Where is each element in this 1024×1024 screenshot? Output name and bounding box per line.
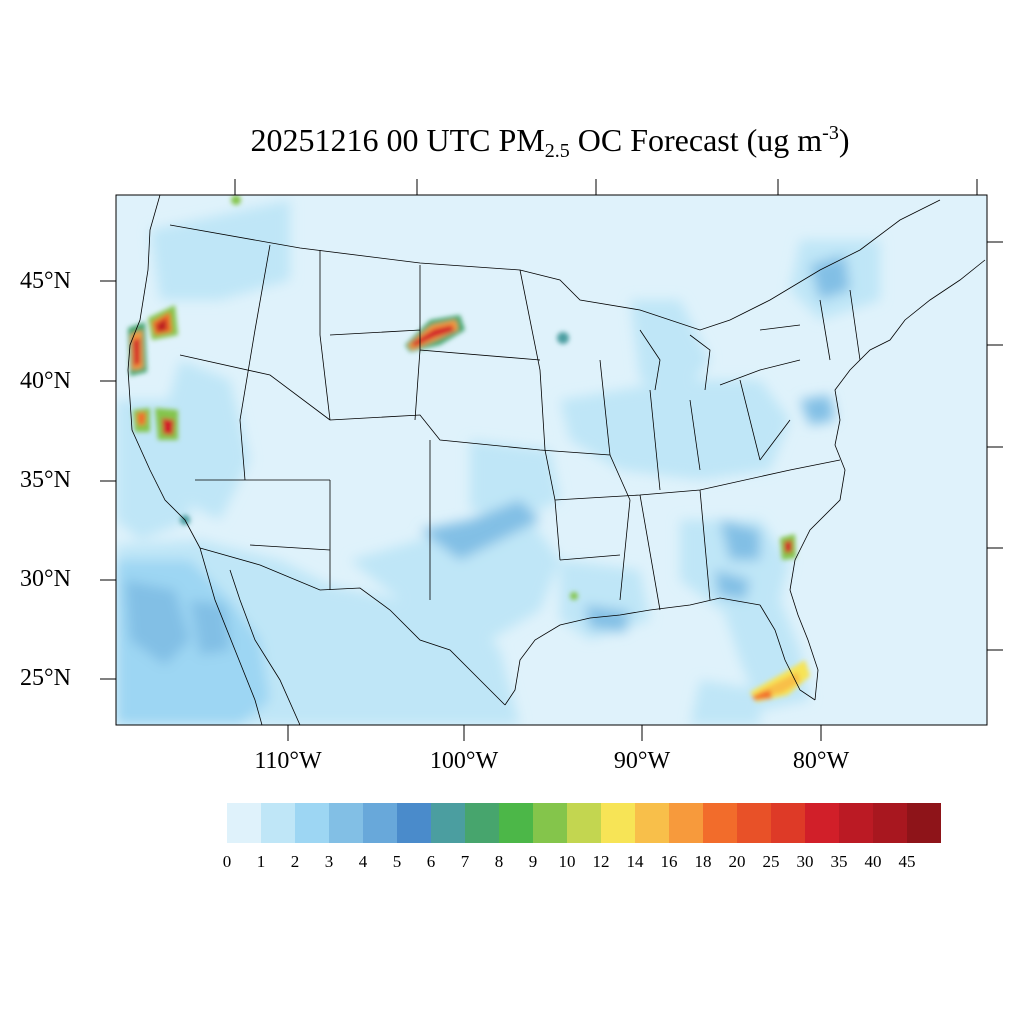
colorbar-swatch-11 [601, 803, 635, 843]
colorbar-label-10: 10 [558, 852, 576, 871]
colorbar-swatch-15 [737, 803, 771, 843]
lon-label-100: 100°W [429, 748, 499, 774]
colorbar-swatch-2 [295, 803, 329, 843]
colorbar-swatch-10 [567, 803, 601, 843]
lon-label-90: 90°W [613, 748, 671, 774]
colorbar [227, 803, 941, 843]
colorbar-label-20: 45 [898, 852, 916, 871]
gulf-coast [589, 597, 761, 619]
map-frame [115, 194, 988, 726]
colorbar-swatch-6 [431, 803, 465, 843]
colorbar-label-4: 4 [358, 852, 368, 871]
concentration-field-low [116, 200, 880, 725]
boundaries [127, 195, 986, 725]
colorbar-label-9: 9 [528, 852, 538, 871]
colorbar-swatch-9 [533, 803, 567, 843]
colorbar-label-17: 30 [796, 852, 814, 871]
colorbar-swatch-7 [465, 803, 499, 843]
colorbar-swatch-13 [669, 803, 703, 843]
florida-west-coast [759, 604, 816, 701]
colorbar-swatch-4 [363, 803, 397, 843]
colorbar-swatch-1 [261, 803, 295, 843]
map-field [116, 195, 987, 725]
west-coast [127, 195, 201, 549]
colorbar-label-16: 25 [762, 852, 780, 871]
atlantic-coast [789, 259, 986, 591]
colorbar-swatch-3 [329, 803, 363, 843]
baja-coast [199, 547, 263, 725]
colorbar-label-1: 1 [256, 852, 266, 871]
map-title: 20251216 00 UTC PM2.5 OC Forecast (ug m-… [250, 122, 850, 162]
colorbar-label-5: 5 [392, 852, 402, 871]
colorbar-label-13: 16 [660, 852, 678, 871]
canada-border [169, 199, 941, 331]
colorbar-label-15: 20 [728, 852, 746, 871]
colorbar-swatch-0 [227, 803, 261, 843]
lon-label-110: 110°W [254, 748, 322, 774]
colorbar-label-8: 8 [494, 852, 504, 871]
colorbar-label-0: 0 [222, 852, 232, 871]
fire-plumes [128, 195, 810, 702]
us-mexico-border [199, 547, 506, 706]
colorbar-swatch-19 [873, 803, 907, 843]
colorbar-label-18: 35 [830, 852, 848, 871]
lat-label-40: 40°N [20, 368, 71, 394]
lat-label-25: 25°N [20, 665, 71, 691]
colorbar-label-11: 12 [592, 852, 610, 871]
tick-marks [100, 179, 1003, 741]
lat-label-45: 45°N [20, 268, 71, 294]
colorbar-label-7: 7 [460, 852, 470, 871]
colorbar-label-6: 6 [426, 852, 436, 871]
colorbar-swatch-16 [771, 803, 805, 843]
lat-label-35: 35°N [20, 467, 71, 493]
lon-label-80: 80°W [792, 748, 850, 774]
great-lakes [639, 324, 801, 391]
colorbar-swatch-20 [907, 803, 941, 843]
colorbar-swatch-18 [839, 803, 873, 843]
colorbar-label-12: 14 [626, 852, 644, 871]
colorbar-label-14: 18 [694, 852, 712, 871]
texas-gulf-coast [504, 617, 591, 706]
florida-east-coast [789, 589, 819, 701]
colorbar-label-19: 40 [864, 852, 882, 871]
lat-label-30: 30°N [20, 566, 71, 592]
state-lines [179, 244, 861, 611]
gulf-of-california-coast [229, 569, 301, 725]
colorbar-label-2: 2 [290, 852, 300, 871]
colorbar-swatch-17 [805, 803, 839, 843]
colorbar-swatch-8 [499, 803, 533, 843]
colorbar-swatch-5 [397, 803, 431, 843]
colorbar-swatch-14 [703, 803, 737, 843]
colorbar-label-3: 3 [324, 852, 334, 871]
colorbar-swatch-12 [635, 803, 669, 843]
